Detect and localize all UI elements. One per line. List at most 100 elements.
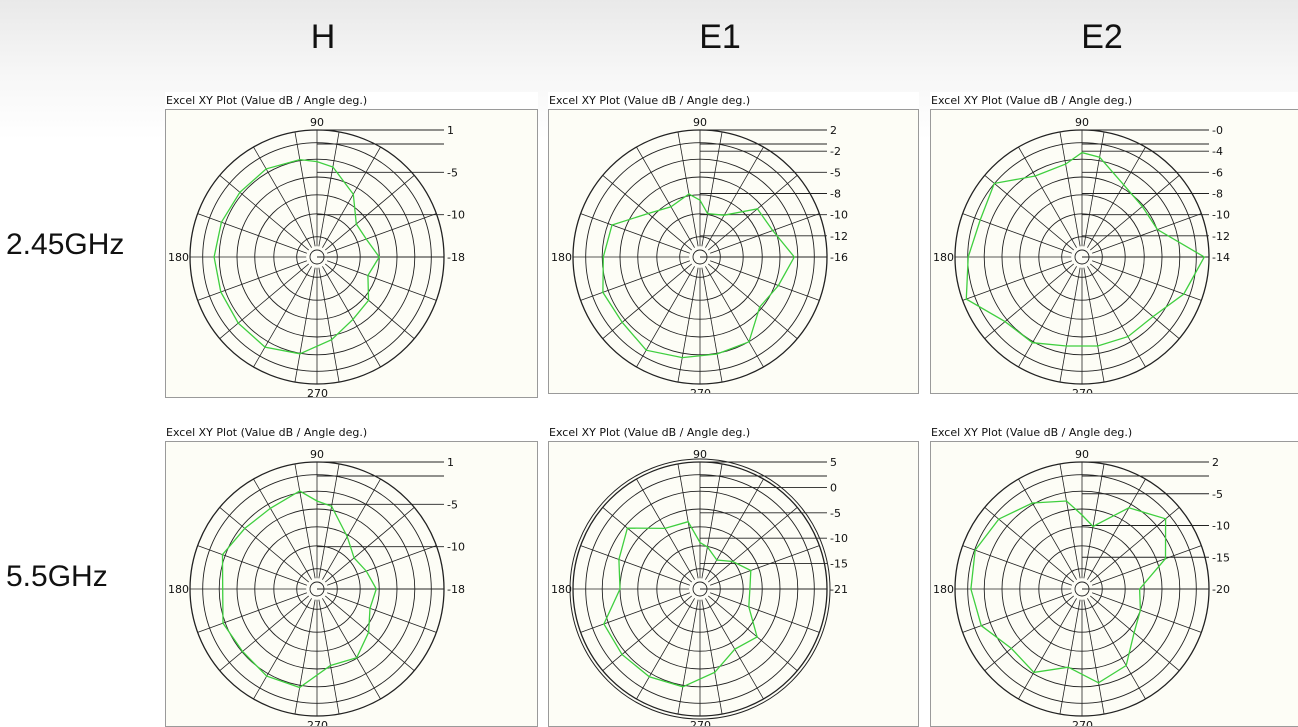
grid-spoke <box>708 595 798 671</box>
grid-spoke <box>197 213 307 254</box>
scale-label: -10 <box>830 532 848 545</box>
pattern-point <box>1164 518 1167 520</box>
pattern-point <box>1164 557 1167 560</box>
grid-spoke <box>677 267 699 383</box>
pattern-point <box>681 356 684 359</box>
grid-spoke <box>253 478 312 580</box>
scale-label: -10 <box>1212 209 1230 222</box>
grid-spoke <box>294 599 316 715</box>
polar-chart-svg: 2 -5 -10 -15 -20 90 180 270 <box>933 448 1230 726</box>
angle-label: 180 <box>933 251 954 264</box>
grid-ring-outer <box>569 458 831 720</box>
angle-label: 180 <box>168 583 189 596</box>
pattern-point <box>979 219 982 221</box>
grid-spoke <box>1059 267 1081 383</box>
pattern-point <box>602 256 605 258</box>
pattern-point <box>355 656 358 659</box>
pattern-point <box>731 560 734 563</box>
pattern-point <box>980 624 983 627</box>
pattern-point <box>265 168 267 170</box>
pattern-point <box>758 306 761 308</box>
grid-spoke <box>677 131 699 247</box>
pattern-point <box>1156 228 1159 231</box>
plot-area: -0 -4 -6 -8 -10 -12 -14 90 180 270 <box>930 109 1298 394</box>
pattern-point <box>352 318 354 321</box>
pattern-point <box>970 588 972 590</box>
grid-spoke <box>1087 146 1146 248</box>
grid-spoke <box>1018 478 1077 580</box>
pattern-point <box>756 208 759 210</box>
grid-spoke <box>962 545 1072 586</box>
polar-chart-svg: 5 0 -5 -10 -15 -21 90 180 270 <box>551 448 848 727</box>
grid-spoke <box>1083 267 1105 383</box>
pattern-point <box>367 299 370 302</box>
grid-spoke <box>322 478 381 580</box>
pattern-point <box>688 193 690 195</box>
plot-title: Excel XY Plot (Value dB / Angle deg.) <box>931 426 1133 439</box>
pattern-point <box>269 507 272 510</box>
pattern-point <box>243 527 246 530</box>
pattern-point <box>1098 156 1101 159</box>
grid-spoke <box>580 213 690 254</box>
pattern-point <box>237 322 239 324</box>
grid-spoke <box>1087 266 1146 368</box>
grid-spoke <box>701 131 723 247</box>
grid-spoke <box>1059 463 1081 579</box>
angle-label: 180 <box>551 251 572 264</box>
pattern-point <box>1141 205 1144 208</box>
pattern-point <box>1092 525 1094 528</box>
pattern-point <box>367 631 370 634</box>
pattern-point <box>670 205 672 208</box>
grid-spoke <box>1059 131 1081 247</box>
grid-spoke <box>602 175 692 251</box>
grid-spoke <box>677 599 699 715</box>
pattern-point <box>997 518 1000 520</box>
plot-title: Excel XY Plot (Value dB / Angle deg.) <box>166 426 368 439</box>
grid-spoke <box>701 463 723 579</box>
grid-spoke <box>580 592 690 633</box>
polar-plot-5-5ghz-e1: Excel XY Plot (Value dB / Angle deg.) 5 0 -… <box>548 424 919 727</box>
grid-spoke <box>1083 463 1105 579</box>
angle-label: 270 <box>690 719 711 727</box>
grid-spoke <box>636 478 695 580</box>
pattern-point <box>1064 163 1067 165</box>
pattern-point <box>793 256 796 258</box>
pattern-point <box>330 338 333 341</box>
grid-spoke <box>580 545 690 586</box>
pattern-point <box>1031 502 1034 504</box>
scale-label: -5 <box>830 166 841 179</box>
pattern-point <box>681 686 684 688</box>
pattern-point <box>346 535 349 538</box>
grid-spoke <box>294 267 316 383</box>
grid-spoke <box>636 146 695 248</box>
scale-label: 1 <box>447 124 454 137</box>
pattern-point <box>1033 671 1035 674</box>
grid-spoke <box>322 598 381 700</box>
pattern-point <box>316 160 318 163</box>
grid-spoke <box>1090 507 1180 583</box>
grid-spoke <box>710 213 820 254</box>
pattern-point <box>716 353 718 355</box>
pattern-series <box>221 490 378 689</box>
grid-spoke <box>636 598 695 700</box>
grid-spoke <box>318 599 340 715</box>
pattern-point <box>749 569 752 572</box>
plot-title: Excel XY Plot (Value dB / Angle deg.) <box>549 426 751 439</box>
grid-spoke <box>327 592 437 633</box>
pattern-point <box>1034 175 1037 177</box>
scale-label: -5 <box>1212 488 1223 501</box>
grid-spoke <box>327 213 437 254</box>
polar-chart-svg: 2 -2 -5 -8 -10 -12 -16 90 180 270 <box>551 116 848 393</box>
pattern-point <box>715 559 718 561</box>
pattern-point <box>1065 500 1068 502</box>
scale-label: -20 <box>1212 583 1230 596</box>
grid-spoke <box>322 146 381 248</box>
pattern-point <box>1138 588 1141 590</box>
pattern-point <box>213 256 215 258</box>
angle-label: 90 <box>310 448 324 461</box>
pattern-point <box>353 557 355 559</box>
pattern-point <box>648 676 651 678</box>
grid-spoke <box>602 507 692 583</box>
scale-label: -14 <box>1212 251 1230 264</box>
plot-area: 2 -5 -10 -15 -20 90 180 270 <box>930 441 1298 727</box>
